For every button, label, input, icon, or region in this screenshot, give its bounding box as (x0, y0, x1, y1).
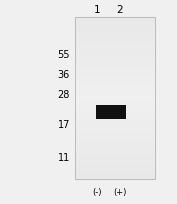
Bar (75, 92, 155, 94)
Bar (75, 62, 155, 64)
Bar (75, 157, 155, 159)
Bar (75, 147, 155, 149)
Bar (75, 151, 155, 153)
Bar (75, 153, 155, 155)
Bar (75, 111, 155, 113)
Text: (-): (-) (92, 187, 102, 196)
Bar (75, 28, 155, 30)
Text: 28: 28 (58, 90, 70, 100)
Bar (75, 141, 155, 143)
Bar (75, 143, 155, 145)
Bar (75, 84, 155, 86)
Bar (75, 165, 155, 167)
Bar (75, 121, 155, 123)
Bar (75, 64, 155, 66)
Text: 1: 1 (94, 5, 100, 15)
Bar (75, 80, 155, 82)
Bar (75, 127, 155, 129)
Bar (75, 106, 155, 109)
Bar (75, 171, 155, 173)
Bar (75, 44, 155, 46)
Bar (75, 109, 155, 111)
Bar (75, 103, 155, 105)
Bar (75, 56, 155, 58)
Bar (75, 113, 155, 115)
Bar (75, 145, 155, 147)
Bar (75, 52, 155, 54)
Text: 36: 36 (58, 70, 70, 80)
Bar (75, 66, 155, 68)
Bar (75, 20, 155, 22)
Bar (75, 78, 155, 80)
Bar (75, 30, 155, 32)
Bar (75, 58, 155, 60)
Bar (75, 70, 155, 72)
Bar (75, 86, 155, 89)
Bar (75, 22, 155, 24)
Bar (75, 68, 155, 70)
Bar (75, 90, 155, 92)
Bar (75, 131, 155, 133)
Bar (75, 34, 155, 36)
Bar (75, 18, 155, 20)
Bar (75, 89, 155, 90)
Text: 17: 17 (58, 119, 70, 129)
Bar (75, 139, 155, 141)
Bar (75, 94, 155, 96)
Bar (75, 125, 155, 127)
Bar (75, 18, 155, 179)
Text: 2: 2 (117, 5, 123, 15)
Bar (96, 105, 126, 119)
Bar (75, 38, 155, 40)
Bar (75, 135, 155, 137)
Bar (75, 175, 155, 177)
Text: 55: 55 (58, 50, 70, 60)
Bar (75, 159, 155, 161)
Bar (75, 72, 155, 74)
Bar (75, 163, 155, 165)
Bar (75, 82, 155, 84)
Bar (75, 74, 155, 76)
Text: (+): (+) (113, 187, 127, 196)
Bar (75, 137, 155, 139)
Bar (75, 133, 155, 135)
Bar (75, 24, 155, 26)
Bar (75, 167, 155, 169)
Bar (75, 129, 155, 131)
Bar (75, 54, 155, 56)
Bar (75, 149, 155, 151)
Bar (75, 42, 155, 44)
Bar (75, 123, 155, 125)
Bar (75, 115, 155, 117)
Bar (75, 161, 155, 163)
Bar (75, 60, 155, 62)
Bar (75, 117, 155, 119)
Bar (75, 48, 155, 50)
Bar (75, 101, 155, 103)
Bar (75, 32, 155, 34)
Bar (75, 96, 155, 99)
Bar (75, 50, 155, 52)
Bar (75, 99, 155, 101)
Text: 11: 11 (58, 152, 70, 162)
Bar (75, 173, 155, 175)
Bar (75, 36, 155, 38)
Bar (75, 46, 155, 48)
Bar (75, 26, 155, 28)
Bar (75, 105, 155, 106)
Bar (75, 40, 155, 42)
Bar (75, 76, 155, 78)
Bar (75, 155, 155, 157)
Bar (75, 169, 155, 171)
Bar (75, 177, 155, 179)
Bar (75, 119, 155, 121)
